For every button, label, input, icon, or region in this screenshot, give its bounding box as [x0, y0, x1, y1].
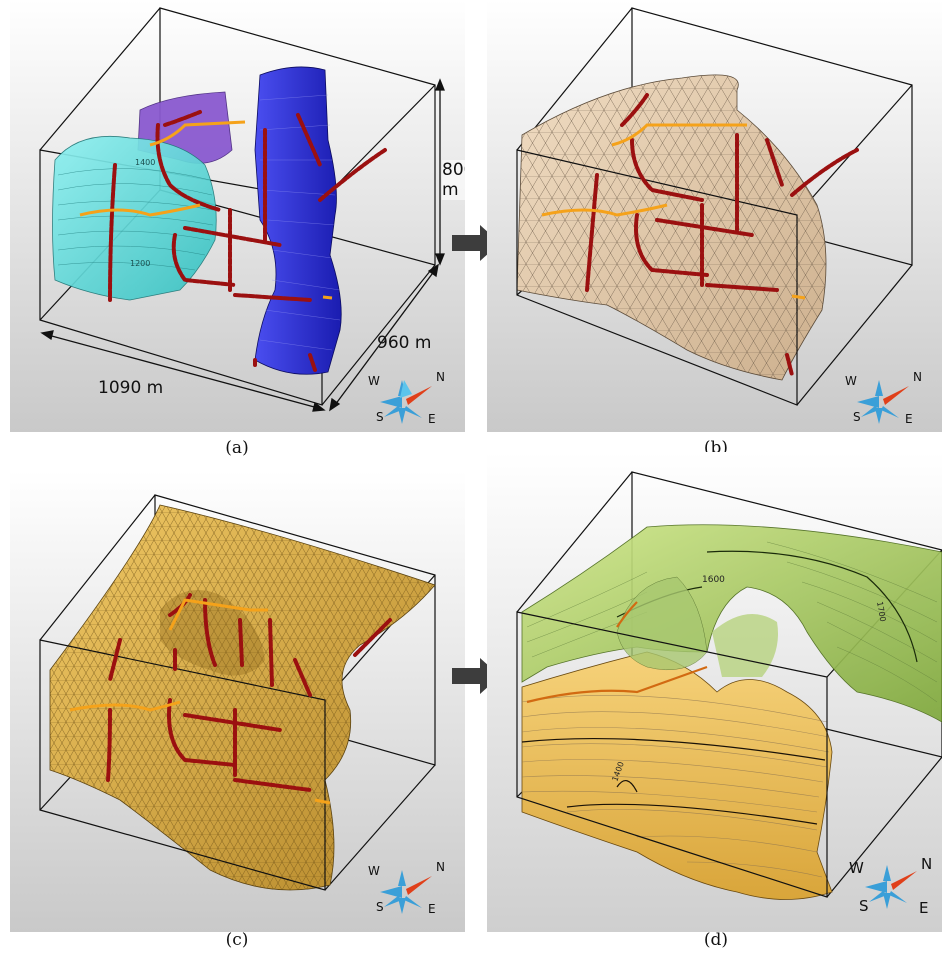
orange-traces	[79, 120, 333, 300]
panel-d-render: 1600 1700 1400	[487, 452, 942, 932]
compass-d: W N S E	[849, 855, 937, 917]
compass-n: N	[921, 855, 933, 873]
panel-c-render	[10, 470, 465, 932]
compass-rose-icon	[380, 380, 432, 424]
compass-s: S	[859, 897, 869, 915]
compass-n: N	[436, 370, 445, 384]
compass-b: W N S E	[845, 370, 929, 432]
compass-w: W	[849, 859, 864, 877]
compass-w: W	[368, 864, 380, 878]
compass-rose-icon	[857, 380, 909, 424]
caption-a: (a)	[225, 438, 249, 458]
compass-n: N	[436, 860, 445, 874]
compass-e: E	[428, 412, 436, 426]
panel-b-render	[487, 0, 942, 432]
width-dimension: 1090 m	[98, 378, 164, 398]
compass-rose-icon	[380, 870, 432, 914]
compass-e: E	[905, 412, 913, 426]
compass-a: W N S E	[368, 370, 452, 432]
contour-label-a2: 1200	[130, 259, 150, 268]
contour-label-a1: 1400	[135, 158, 155, 167]
compass-w: W	[845, 374, 857, 388]
compass-e: E	[428, 902, 436, 916]
well-traces	[108, 110, 387, 372]
compass-s: S	[376, 410, 384, 424]
panel-c: W N S E	[10, 470, 465, 932]
compass-e: E	[919, 899, 929, 917]
compass-rose-icon	[865, 865, 917, 909]
compass-s: S	[376, 900, 384, 914]
panel-b: W N S E	[487, 0, 942, 432]
caption-c: (c)	[225, 930, 249, 950]
panel-a: 1400 1200	[10, 0, 465, 432]
height-dimension: 800 m	[442, 160, 465, 200]
panel-a-render: 1400 1200	[10, 0, 465, 432]
compass-w: W	[368, 374, 380, 388]
panel-d: 1600 1700 1400 W N S E	[487, 452, 942, 932]
compass-c: W N S E	[368, 860, 452, 922]
compass-n: N	[913, 370, 922, 384]
caption-d: (d)	[703, 930, 729, 950]
depth-dimension: 960 m	[377, 333, 432, 353]
dimension-arrows	[40, 78, 445, 412]
contour-label-d1: 1600	[702, 575, 725, 585]
contour-label-d2: 1700	[875, 601, 887, 623]
compass-s: S	[853, 410, 861, 424]
